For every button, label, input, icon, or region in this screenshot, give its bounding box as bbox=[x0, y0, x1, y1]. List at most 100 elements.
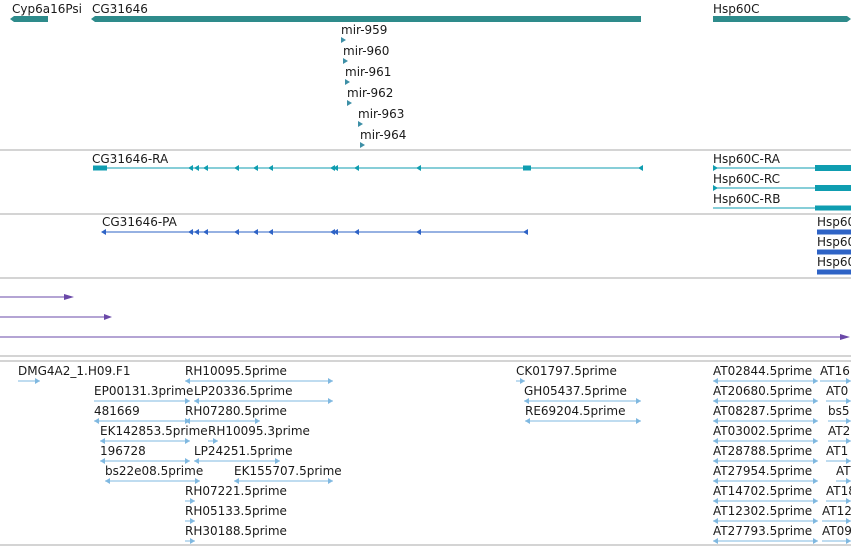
est-arrow bbox=[185, 438, 190, 444]
est-feature[interactable] bbox=[713, 519, 818, 523]
mirna-label: mir-959 bbox=[341, 23, 388, 37]
est-arrow bbox=[190, 518, 195, 524]
feature-arrowhead[interactable] bbox=[840, 334, 850, 340]
transcript-exon[interactable] bbox=[523, 165, 531, 171]
est-feature[interactable] bbox=[820, 379, 851, 383]
cds-strand-arrow bbox=[330, 229, 335, 235]
est-feature[interactable] bbox=[713, 439, 818, 443]
est-feature[interactable] bbox=[713, 379, 818, 383]
cds-strand-arrow bbox=[354, 229, 359, 235]
est-arrow bbox=[713, 518, 718, 524]
gene-feature[interactable] bbox=[95, 16, 641, 22]
est-label: EK142853.5prime bbox=[100, 424, 208, 438]
mirna-feature[interactable] bbox=[341, 37, 346, 43]
cds-feature[interactable] bbox=[817, 249, 851, 255]
transcript-strand-arrow bbox=[203, 165, 208, 171]
gene-label: Cyp6a16Psi bbox=[12, 2, 82, 16]
mirna-feature[interactable] bbox=[360, 142, 365, 148]
transcript-label: Hsp60C-RA bbox=[713, 152, 780, 166]
transcript-exon[interactable] bbox=[815, 165, 851, 171]
est-label: EP00131.3prime bbox=[94, 384, 194, 398]
transcript-exon[interactable] bbox=[815, 185, 851, 191]
est-arrow bbox=[105, 478, 110, 484]
est-feature[interactable] bbox=[194, 399, 333, 403]
est-feature[interactable] bbox=[94, 399, 190, 403]
est-feature[interactable] bbox=[185, 519, 195, 523]
est-feature[interactable] bbox=[713, 399, 818, 403]
est-feature[interactable] bbox=[185, 499, 195, 503]
est-feature[interactable] bbox=[713, 539, 818, 543]
est-feature[interactable] bbox=[194, 459, 280, 463]
cds-strand-arrow bbox=[268, 229, 273, 235]
est-feature[interactable] bbox=[713, 479, 818, 483]
est-label: EK155707.5prime bbox=[234, 464, 342, 478]
est-arrow bbox=[846, 438, 851, 444]
est-arrow bbox=[713, 418, 718, 424]
est-arrow bbox=[213, 438, 218, 444]
est-feature[interactable] bbox=[208, 439, 218, 443]
est-feature[interactable] bbox=[713, 499, 818, 503]
feature-arrowhead[interactable] bbox=[64, 294, 74, 300]
est-arrow bbox=[636, 398, 641, 404]
est-arrow bbox=[328, 478, 333, 484]
est-feature[interactable] bbox=[836, 479, 851, 483]
est-feature[interactable] bbox=[100, 439, 190, 443]
est-feature[interactable] bbox=[185, 379, 333, 383]
est-feature[interactable] bbox=[234, 479, 333, 483]
est-arrow bbox=[328, 378, 333, 384]
mirna-feature[interactable] bbox=[358, 121, 363, 127]
est-arrow bbox=[813, 418, 818, 424]
est-feature[interactable] bbox=[828, 419, 851, 423]
est-feature[interactable] bbox=[524, 399, 641, 403]
est-feature[interactable] bbox=[100, 459, 190, 463]
est-arrow bbox=[846, 418, 851, 424]
est-label: AT08287.5prime bbox=[713, 404, 813, 418]
transcript-strand-arrow bbox=[713, 185, 718, 191]
transcript-strand-arrow bbox=[713, 165, 718, 171]
mirna-label: mir-960 bbox=[343, 44, 390, 58]
gene-label: Hsp60C bbox=[713, 2, 760, 16]
est-feature[interactable] bbox=[185, 539, 195, 543]
est-label: AT16 bbox=[820, 364, 850, 378]
est-arrow bbox=[185, 378, 190, 384]
est-arrow bbox=[813, 518, 818, 524]
est-feature[interactable] bbox=[826, 399, 851, 403]
est-feature[interactable] bbox=[826, 499, 851, 503]
cds-strand-arrow bbox=[253, 229, 258, 235]
est-label: GH05437.5prime bbox=[524, 384, 627, 398]
est-arrow bbox=[713, 498, 718, 504]
est-arrow bbox=[194, 398, 199, 404]
est-feature[interactable] bbox=[822, 539, 851, 543]
est-arrow bbox=[846, 378, 851, 384]
mirna-feature[interactable] bbox=[345, 79, 350, 85]
feature-arrowhead[interactable] bbox=[104, 314, 112, 320]
est-feature[interactable] bbox=[105, 479, 200, 483]
mirna-feature[interactable] bbox=[343, 58, 348, 64]
cds-feature[interactable] bbox=[817, 269, 851, 275]
est-feature[interactable] bbox=[822, 519, 851, 523]
est-feature[interactable] bbox=[525, 419, 641, 423]
mirna-label: mir-962 bbox=[347, 86, 394, 100]
est-feature[interactable] bbox=[713, 459, 818, 463]
est-feature[interactable] bbox=[185, 419, 260, 423]
est-arrow bbox=[195, 478, 200, 484]
mirna-feature[interactable] bbox=[347, 100, 352, 106]
est-feature[interactable] bbox=[94, 419, 190, 423]
est-label: AT28788.5prime bbox=[713, 444, 813, 458]
transcript-exon[interactable] bbox=[815, 205, 851, 211]
est-feature[interactable] bbox=[18, 379, 40, 383]
est-arrow bbox=[813, 378, 818, 384]
transcript-exon[interactable] bbox=[93, 165, 107, 171]
est-feature[interactable] bbox=[826, 459, 851, 463]
cds-feature[interactable] bbox=[817, 229, 851, 235]
gene-feature[interactable] bbox=[14, 16, 48, 22]
gene-feature[interactable] bbox=[713, 16, 847, 22]
cds-strand-arrow bbox=[416, 229, 421, 235]
est-feature[interactable] bbox=[516, 379, 525, 383]
transcript-strand-arrow bbox=[253, 165, 258, 171]
est-feature[interactable] bbox=[713, 419, 818, 423]
est-arrow bbox=[100, 438, 105, 444]
est-feature[interactable] bbox=[828, 439, 851, 443]
